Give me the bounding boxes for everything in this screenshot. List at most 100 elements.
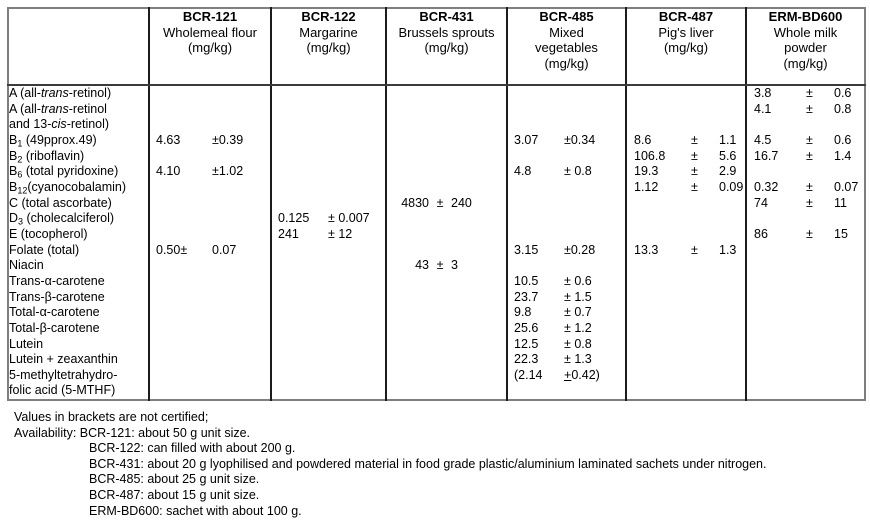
table-row: and 13-cis-retinol)	[8, 117, 865, 133]
value-cell	[745, 336, 865, 353]
column-header: BCR-121 Wholemeal flour (mg/kg)	[148, 8, 271, 86]
availability-text: BCR-121: about 50 g unit size.	[79, 425, 251, 440]
uncertainty: ±1.02	[212, 164, 244, 179]
value-cell	[745, 383, 865, 401]
value-cell	[148, 367, 271, 384]
value-cell: (2.14 +0.42)	[506, 367, 626, 384]
value: 0.32	[754, 179, 779, 194]
uncertainty: 240	[451, 195, 472, 210]
value-cell: 43 ±3	[385, 258, 507, 274]
value-cell: 0.50± 0.07	[148, 242, 271, 259]
value-cell: 4830 ±240	[385, 195, 507, 212]
value-cell	[506, 179, 626, 196]
value-cell	[270, 320, 386, 337]
value-cell	[148, 211, 271, 227]
value-cell	[745, 242, 865, 259]
value-group: 4.8 ± 0.8	[509, 164, 625, 180]
value-cell	[625, 305, 746, 321]
table-row: Total-β-carotene 25.6 ± 1.2	[8, 320, 865, 337]
material-code: BCR-487	[658, 9, 714, 24]
value-cell	[625, 352, 746, 368]
plus-minus: ±	[691, 132, 698, 147]
value-group: 23.7 ± 1.5	[509, 289, 625, 306]
value-cell: 23.7 ± 1.5	[506, 289, 626, 306]
uncertainty: 1.1	[719, 132, 737, 147]
value: 3.15	[514, 242, 539, 257]
value-cell	[745, 289, 865, 306]
uncertainty: 0.09	[719, 179, 744, 194]
value-cell: 0.125 ± 0.007	[270, 211, 386, 227]
value: 43	[415, 258, 429, 273]
material-name: Mixed	[549, 24, 584, 40]
value-cell	[270, 179, 386, 196]
table-row: C (total ascorbate) 4830 ±240 74 ±11	[8, 195, 865, 212]
value-cell	[625, 367, 746, 384]
column-header: ERM-BD600 Whole milk powder (mg/kg)	[745, 8, 865, 86]
value-cell	[148, 101, 271, 118]
value-cell	[385, 179, 507, 196]
uncertainty: ± 0.007	[328, 211, 370, 226]
value: 0.125	[278, 211, 310, 226]
value-cell	[385, 352, 507, 368]
table-row: Lutein 12.5 ± 0.8	[8, 336, 865, 353]
table-row: Trans-α-carotene 10.5 ± 0.6	[8, 273, 865, 290]
availability-block: Availability: BCR-121: about 50 g unit s…	[14, 426, 766, 520]
uncertified-note: Values in brackets are not certified;	[14, 410, 209, 424]
uncertainty: ±0.28	[564, 242, 596, 257]
value-cell	[625, 101, 746, 118]
availability-line: BCR-485: about 25 g unit size.	[14, 472, 766, 488]
value-group: 4.1 ±0.8	[748, 102, 864, 118]
availability-text: ERM-BD600: sachet with about 100 g.	[89, 503, 302, 518]
value-cell	[270, 195, 386, 212]
value: 9.8	[514, 305, 532, 320]
value-cell	[385, 132, 507, 149]
row-label: and 13-cis-retinol)	[9, 117, 110, 132]
value: 86	[754, 226, 768, 241]
availability-line: ERM-BD600: sachet with about 100 g.	[14, 504, 766, 520]
value-cell	[385, 367, 507, 384]
row-label: folic acid (5-MTHF)	[9, 383, 116, 398]
row-label: Folate (total)	[9, 242, 80, 257]
value-cell: 12.5 ± 0.8	[506, 336, 626, 353]
value-cell: 0.32 ±0.07	[745, 179, 865, 196]
uncertainty: 0.07	[834, 179, 859, 194]
value-group: 3.8 ±0.6	[748, 86, 864, 102]
plus-minus: ±	[436, 195, 444, 210]
table-row: Total-α-carotene 9.8 ± 0.7	[8, 305, 865, 321]
value-group: 0.32 ±0.07	[748, 179, 864, 196]
uncertainty: 0.07	[212, 242, 237, 257]
column-header: BCR-487 Pig's liver (mg/kg)	[625, 8, 746, 86]
uncertainty: 0.6	[834, 132, 852, 147]
material-name: Wholemeal flour	[163, 24, 257, 40]
value-cell: 9.8 ± 0.7	[506, 305, 626, 321]
value-group: 16.7 ±1.4	[748, 148, 864, 165]
material-name: powder	[784, 40, 827, 55]
value-group: 4830 ±240	[388, 195, 506, 212]
value-cell	[385, 242, 507, 259]
column-header: BCR-122 Margarine (mg/kg)	[270, 8, 386, 86]
table-row: E (tocopherol) 241 ± 12 86 ±15	[8, 226, 865, 243]
uncertainty: ± 1.5	[564, 289, 592, 304]
value-cell	[270, 148, 386, 165]
value: 106.8	[634, 148, 666, 163]
material-code: ERM-BD600	[768, 9, 843, 24]
value-cell	[148, 148, 271, 165]
value-group: 13.3 ±1.3	[628, 243, 745, 259]
value-cell: 86 ±15	[745, 226, 865, 243]
value: (2.14	[514, 367, 543, 382]
material-code: BCR-122	[301, 9, 356, 24]
row-label: Total-α-carotene	[9, 305, 100, 320]
value-group: 86 ±15	[748, 226, 864, 243]
material-code: BCR-485	[539, 9, 594, 24]
value-cell	[745, 305, 865, 321]
value-group: (2.14 +0.42)	[509, 367, 625, 384]
value-cell	[625, 211, 746, 227]
value-cell: 4.5 ±0.6	[745, 132, 865, 149]
value-cell: 74 ±11	[745, 195, 865, 212]
value-cell	[148, 305, 271, 321]
value: 16.7	[754, 148, 779, 163]
table-row: D3 (cholecalciferol) 0.125 ± 0.007	[8, 211, 865, 227]
material-code: BCR-121	[182, 9, 238, 24]
value-cell: 4.63 ±0.39	[148, 132, 271, 149]
value-cell	[148, 179, 271, 196]
